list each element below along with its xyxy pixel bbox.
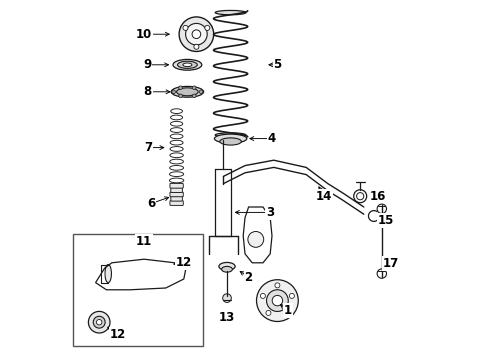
Text: 3: 3 (266, 206, 274, 219)
Ellipse shape (176, 88, 198, 96)
Circle shape (222, 294, 231, 302)
Circle shape (205, 25, 210, 30)
Text: 10: 10 (136, 28, 152, 41)
FancyArrowPatch shape (208, 34, 212, 36)
Circle shape (172, 90, 175, 94)
Text: 13: 13 (219, 311, 235, 324)
Circle shape (290, 293, 294, 298)
Ellipse shape (183, 63, 192, 67)
Text: 2: 2 (245, 271, 253, 284)
Text: 5: 5 (273, 58, 282, 71)
Text: 1: 1 (284, 304, 292, 317)
FancyArrowPatch shape (181, 34, 185, 36)
FancyBboxPatch shape (171, 188, 182, 193)
Text: 11: 11 (136, 235, 152, 248)
Text: 4: 4 (268, 132, 276, 145)
Circle shape (179, 94, 182, 98)
Circle shape (194, 44, 199, 49)
Circle shape (186, 23, 207, 45)
Ellipse shape (215, 133, 246, 137)
Circle shape (260, 293, 266, 298)
Text: 6: 6 (147, 197, 155, 210)
Ellipse shape (219, 262, 235, 270)
Circle shape (97, 320, 102, 325)
Circle shape (266, 310, 271, 315)
Text: 15: 15 (377, 214, 393, 227)
FancyBboxPatch shape (170, 183, 183, 188)
Text: 16: 16 (370, 190, 387, 203)
Circle shape (267, 290, 288, 311)
Ellipse shape (215, 10, 246, 15)
FancyBboxPatch shape (170, 201, 183, 206)
Text: 12: 12 (110, 328, 126, 341)
Circle shape (248, 231, 264, 247)
Circle shape (88, 311, 110, 333)
Text: 8: 8 (144, 85, 152, 98)
Circle shape (93, 316, 105, 328)
Circle shape (183, 25, 188, 30)
Bar (73, 234, 202, 346)
Circle shape (275, 283, 280, 288)
Circle shape (199, 90, 203, 94)
Circle shape (257, 280, 298, 321)
Ellipse shape (171, 86, 204, 97)
Circle shape (193, 86, 196, 90)
Ellipse shape (177, 61, 197, 68)
Circle shape (272, 295, 283, 306)
FancyArrowPatch shape (181, 27, 185, 28)
Circle shape (193, 94, 196, 98)
Text: 12: 12 (176, 256, 192, 269)
Ellipse shape (221, 266, 232, 272)
Ellipse shape (98, 265, 104, 283)
Ellipse shape (220, 138, 242, 145)
Ellipse shape (173, 59, 202, 70)
Text: 9: 9 (143, 58, 151, 71)
Circle shape (284, 310, 289, 315)
Ellipse shape (215, 134, 247, 143)
Circle shape (179, 17, 214, 51)
Text: 17: 17 (383, 257, 399, 270)
FancyBboxPatch shape (170, 192, 183, 197)
FancyBboxPatch shape (171, 196, 182, 201)
Circle shape (179, 86, 182, 90)
Circle shape (192, 30, 201, 39)
Ellipse shape (105, 265, 111, 283)
Text: 14: 14 (316, 190, 332, 203)
Text: 7: 7 (145, 141, 152, 154)
FancyArrowPatch shape (208, 27, 212, 28)
